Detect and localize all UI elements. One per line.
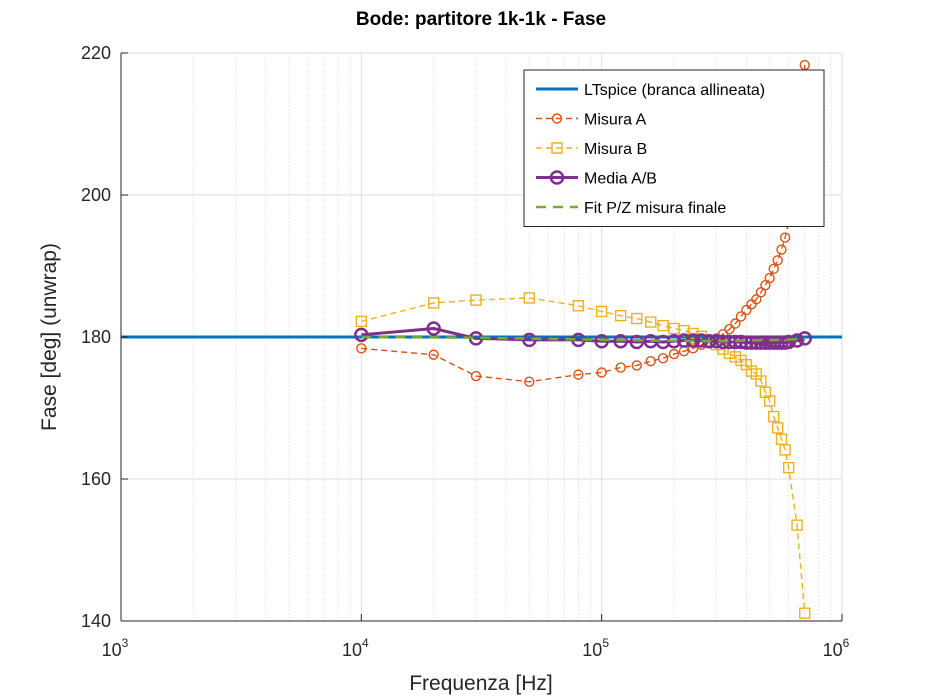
- series-2-marker: [631, 360, 642, 371]
- y-tick-label: 140: [81, 611, 111, 631]
- series-3-marker: [470, 294, 482, 306]
- series-2-marker: [470, 370, 482, 382]
- legend-label-5: Fit P/Z misura finale: [584, 200, 726, 217]
- legend-label-2: Misura A: [584, 112, 647, 129]
- series-4-marker: [797, 331, 813, 346]
- series-4-marker: [594, 334, 609, 349]
- legend-label-3: Misura B: [584, 141, 647, 158]
- y-tick-label: 180: [81, 327, 111, 347]
- series-2-marker: [596, 367, 607, 378]
- series-3-marker: [782, 461, 795, 474]
- series-3-marker: [768, 410, 780, 423]
- x-tick-label: 103: [102, 636, 129, 660]
- y-axis-label: Fase [deg] (unwrap): [38, 243, 61, 431]
- series-2-marker: [657, 353, 669, 364]
- series-line-5: [361, 335, 805, 343]
- y-tick-label: 160: [81, 469, 111, 489]
- series-3-marker: [427, 297, 440, 309]
- x-tick-label: 104: [342, 636, 369, 660]
- series-2-marker: [615, 362, 626, 373]
- series-3-marker: [631, 312, 643, 325]
- series-3-marker: [759, 386, 772, 399]
- series-2-marker: [573, 369, 584, 380]
- legend-marker-4: [549, 170, 565, 185]
- series-2-marker: [735, 311, 747, 322]
- series-3-marker: [595, 305, 608, 318]
- series-4-marker: [749, 335, 764, 350]
- legend-box: [523, 69, 825, 227]
- series-3-marker: [687, 327, 699, 340]
- series-3-marker: [799, 607, 811, 619]
- series-2-marker: [751, 294, 762, 305]
- x-tick-label: 106: [823, 636, 850, 660]
- series-2-marker: [764, 272, 775, 284]
- series-3-marker: [572, 300, 585, 312]
- series-4-marker: [781, 334, 796, 350]
- series-2-marker: [687, 343, 699, 354]
- series-4-marker: [733, 334, 749, 350]
- series-4-marker: [744, 335, 759, 350]
- x-axis-label: Frequenza [Hz]: [409, 672, 553, 695]
- x-tick-label: 105: [582, 636, 609, 660]
- series-3-marker: [791, 519, 803, 531]
- series-2-marker: [768, 263, 779, 275]
- series-3-marker: [614, 310, 627, 322]
- series-4-marker: [426, 321, 441, 336]
- series-3-marker: [779, 444, 791, 456]
- series-3-marker: [355, 315, 368, 328]
- series-2-marker: [724, 323, 735, 335]
- y-tick-label: 200: [81, 185, 111, 205]
- legend-label-1: LTspice (branca allineata): [584, 82, 765, 99]
- y-tick-label: 220: [81, 43, 111, 63]
- series-3-marker: [763, 395, 776, 407]
- series-4-marker: [739, 335, 754, 350]
- legend-label-4: Media A/B: [584, 171, 657, 188]
- series-2-marker: [741, 304, 752, 316]
- series-2-marker: [356, 343, 367, 354]
- series-2-marker: [776, 244, 787, 255]
- series-2-marker: [668, 348, 680, 360]
- series-2-marker: [772, 255, 783, 266]
- series-2-marker: [428, 349, 439, 360]
- series-3-marker: [645, 316, 657, 328]
- chart-title: Bode: partitore 1k-1k - Fase: [356, 9, 606, 30]
- legend: LTspice (branca allineata) Misura A Misura…: [523, 69, 825, 227]
- series-2-marker: [524, 376, 535, 387]
- series-line-2: [361, 65, 806, 383]
- series-2-marker: [779, 232, 791, 243]
- series-4-marker: [629, 334, 645, 350]
- legend-marker-3: [551, 142, 563, 154]
- series-3-marker: [755, 375, 767, 387]
- series-4-marker: [354, 327, 369, 343]
- series-2-marker: [730, 318, 741, 329]
- series-2-marker: [645, 355, 656, 367]
- series-3-marker: [657, 319, 669, 332]
- legend-marker-2: [551, 113, 563, 124]
- series-4-marker: [613, 334, 628, 349]
- series-3-marker: [523, 292, 536, 304]
- series-3-marker: [771, 422, 784, 434]
